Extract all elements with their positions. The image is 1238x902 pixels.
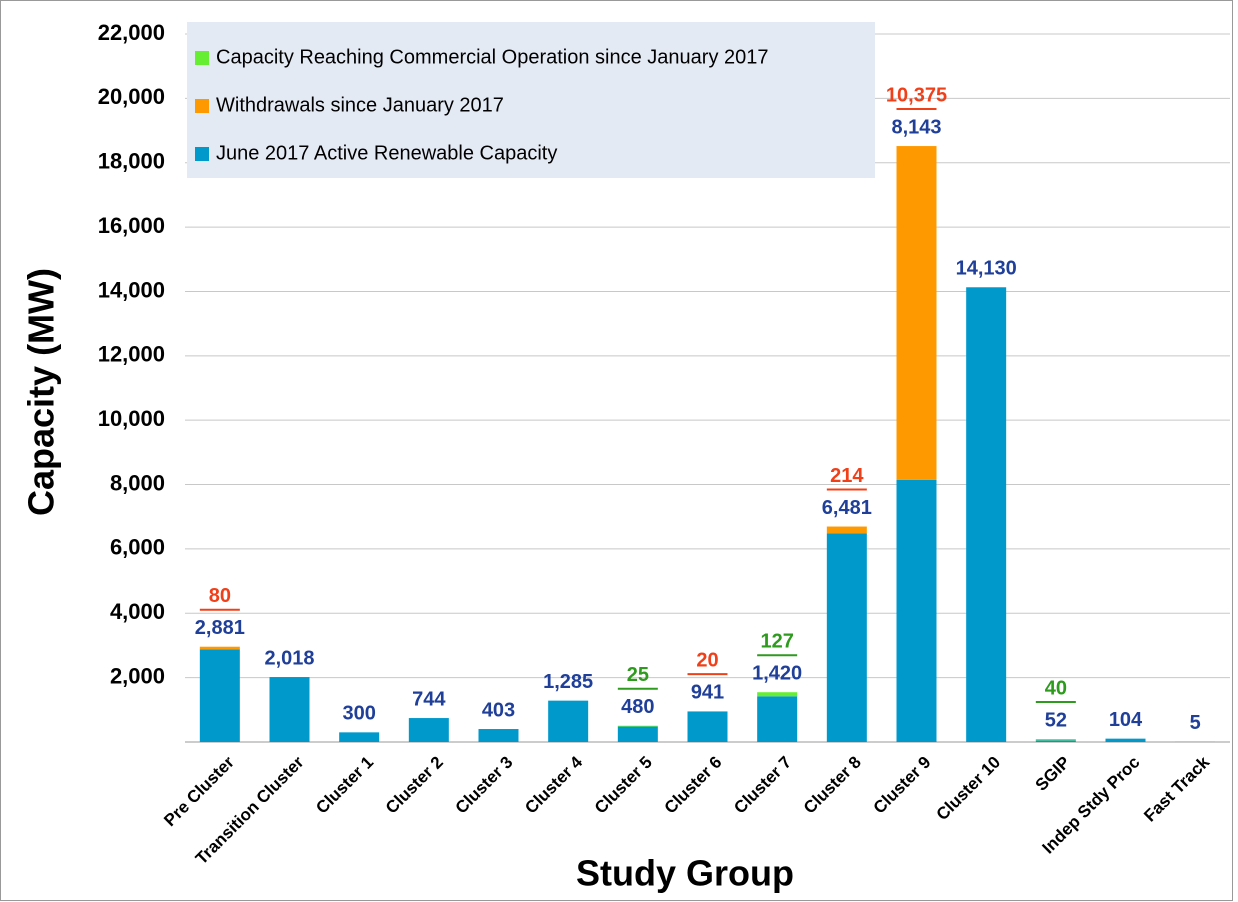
bar-segment — [269, 677, 310, 742]
bar-segment — [757, 692, 798, 697]
y-tick-label: 4,000 — [110, 599, 165, 624]
bar-segment — [617, 726, 658, 742]
bar-segment — [1105, 738, 1146, 742]
legend-swatch — [195, 147, 209, 161]
value-label: 1,420 — [752, 662, 802, 684]
y-tick-label: 6,000 — [110, 535, 165, 560]
value-label: 10,375 — [886, 84, 947, 106]
bar-segment — [199, 649, 240, 742]
legend-swatch — [195, 99, 209, 113]
value-label: 104 — [1109, 709, 1143, 731]
y-tick-label: 18,000 — [98, 149, 165, 174]
value-label: 25 — [627, 664, 649, 686]
bar-segment — [757, 696, 798, 742]
value-label: 5 — [1190, 712, 1201, 734]
bar-segment — [478, 729, 519, 742]
bar-segment — [1035, 739, 1076, 741]
bar-segment — [408, 718, 449, 742]
value-label: 2,018 — [264, 647, 314, 669]
value-label: 2,881 — [195, 617, 245, 639]
bar-segment — [687, 711, 728, 712]
y-tick-label: 14,000 — [98, 277, 165, 302]
legend-swatch — [195, 51, 209, 65]
bar-segment — [1035, 740, 1076, 742]
bar-segment — [687, 711, 728, 742]
y-tick-label: 12,000 — [98, 342, 165, 367]
value-label: 20 — [696, 649, 718, 671]
bar-segment — [896, 146, 937, 480]
bar-segment — [339, 732, 380, 742]
value-label: 80 — [209, 585, 231, 607]
y-tick-label: 20,000 — [98, 84, 165, 109]
value-label: 941 — [691, 681, 724, 703]
bar-segment — [548, 700, 589, 742]
y-tick-label: 16,000 — [98, 213, 165, 238]
bar-segment — [617, 725, 658, 727]
legend-label: Capacity Reaching Commercial Operation s… — [216, 46, 769, 68]
value-label: 40 — [1045, 677, 1067, 699]
value-label: 214 — [830, 465, 864, 487]
bar-segment — [896, 479, 937, 742]
bar-segment — [826, 533, 867, 742]
y-tick-label: 10,000 — [98, 406, 165, 431]
value-label: 127 — [760, 630, 793, 652]
bar-segment — [966, 287, 1007, 742]
y-tick-label: 8,000 — [110, 470, 165, 495]
legend-label: June 2017 Active Renewable Capacity — [216, 142, 557, 164]
bar-segment — [826, 526, 867, 534]
bar-segment — [199, 646, 240, 650]
value-label: 6,481 — [822, 497, 872, 519]
value-label: 403 — [482, 699, 515, 721]
y-tick-label: 22,000 — [98, 20, 165, 45]
y-tick-label: 2,000 — [110, 663, 165, 688]
value-label: 1,285 — [543, 671, 593, 693]
value-label: 8,143 — [891, 116, 941, 138]
legend-box — [187, 22, 875, 178]
legend-label: Withdrawals since January 2017 — [216, 94, 504, 116]
value-label: 300 — [342, 703, 375, 725]
value-label: 52 — [1045, 709, 1067, 731]
value-label: 480 — [621, 696, 654, 718]
value-label: 744 — [412, 688, 446, 710]
x-axis-title: Study Group — [576, 853, 794, 894]
value-label: 14,130 — [956, 258, 1017, 280]
y-axis-title: Capacity (MW) — [21, 268, 62, 516]
